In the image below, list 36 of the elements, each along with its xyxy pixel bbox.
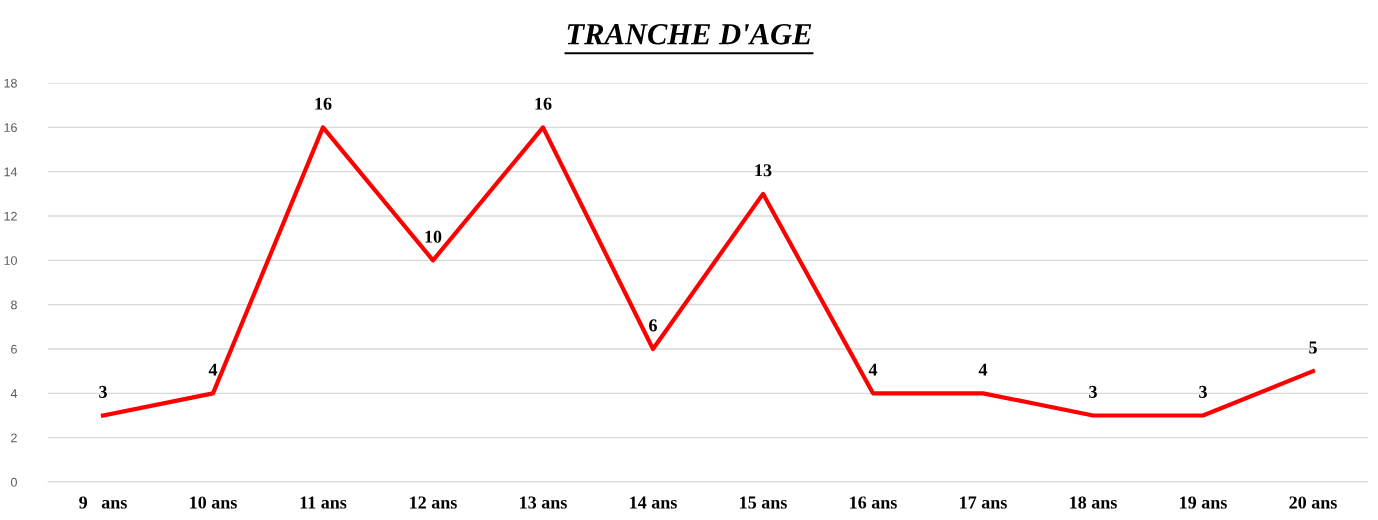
y-tick-label: 10 bbox=[4, 256, 17, 265]
x-tick-label: 10 ans bbox=[190, 496, 237, 509]
x-tick-label: 18 ans bbox=[1070, 496, 1117, 509]
y-tick-label: 14 bbox=[4, 167, 18, 177]
data-label: 3 bbox=[99, 385, 107, 398]
y-tick-label: 8 bbox=[11, 300, 17, 310]
x-tick-label: 15 ans bbox=[740, 496, 787, 509]
data-label: 3 bbox=[1089, 385, 1097, 398]
x-tick-label: 11 ans bbox=[300, 496, 347, 509]
y-tick-label: 6 bbox=[11, 344, 17, 354]
x-tick-label: 17 ans bbox=[960, 496, 1007, 509]
data-label: 6 bbox=[649, 319, 657, 332]
data-label: 4 bbox=[868, 363, 878, 376]
y-tick-label: 16 bbox=[4, 123, 17, 132]
data-label: 4 bbox=[978, 363, 988, 376]
x-tick-label: 19 ans bbox=[1180, 496, 1227, 509]
data-label: 4 bbox=[208, 363, 218, 376]
y-tick-label: 18 bbox=[4, 78, 17, 88]
data-label: 16 bbox=[535, 97, 552, 110]
x-tick-label: 13 ans bbox=[520, 496, 567, 509]
x-tick-label: 16 ans bbox=[850, 496, 897, 509]
x-tick-label: 12 ans bbox=[410, 496, 457, 509]
y-tick-label: 2 bbox=[11, 433, 17, 443]
data-label: 3 bbox=[1199, 385, 1207, 398]
x-tick-label: 20 ans bbox=[1289, 496, 1337, 509]
data-label: 10 bbox=[425, 230, 442, 243]
x-tick-label: 9 ans bbox=[79, 496, 127, 509]
data-label: 16 bbox=[315, 97, 332, 110]
line-series bbox=[100, 125, 1316, 418]
y-tick-label: 4 bbox=[10, 389, 18, 398]
x-tick-label: 14 ans bbox=[630, 496, 677, 509]
chart-title: TRANCHE D'AGE bbox=[567, 23, 812, 45]
y-tick-label: 0 bbox=[10, 477, 17, 487]
y-tick-label: 12 bbox=[4, 211, 17, 221]
data-label: 5 bbox=[1309, 341, 1317, 354]
data-label: 13 bbox=[755, 164, 772, 177]
